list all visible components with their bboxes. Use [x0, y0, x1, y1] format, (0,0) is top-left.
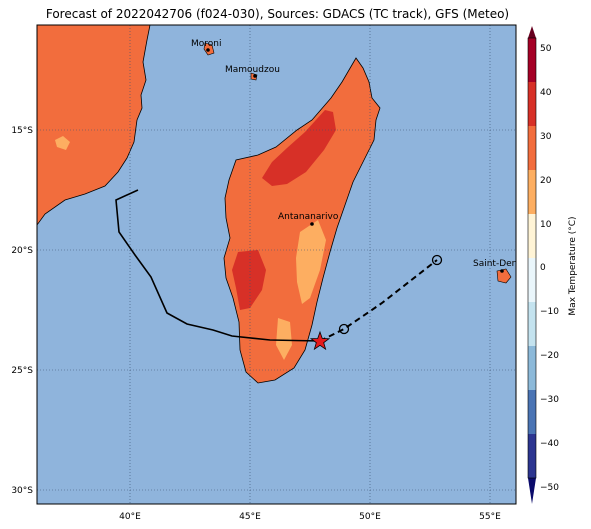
colorbar-top-arrow	[528, 26, 536, 38]
colorbar-tick-label: 50	[540, 44, 552, 54]
colorbar-tick-label: −30	[540, 395, 559, 405]
y-tick-label: 30°S	[11, 486, 33, 496]
colorbar-tick-label: −40	[540, 439, 559, 449]
colorbar-band	[528, 302, 536, 346]
colorbar-tick-label: −50	[540, 483, 559, 493]
madagascar-highlands	[296, 220, 326, 304]
city-marker	[310, 222, 314, 226]
forecast-point	[338, 323, 350, 335]
x-tick-label: 45°E	[239, 512, 261, 522]
madagascar-landmass	[223, 57, 381, 384]
city-label-antananarivo: Antananarivo	[278, 212, 339, 222]
madagascar-hot-zone-west	[232, 250, 266, 310]
colorbar-band	[528, 126, 536, 170]
colorbar-tick-label: 20	[540, 176, 552, 186]
colorbar-axis-label: Max Temperature (°C)	[568, 216, 578, 315]
colorbar-band	[528, 214, 536, 258]
colorbar-band	[528, 434, 536, 478]
city-label-saint-denis: Saint-Denis	[473, 259, 525, 269]
y-tick-label: 25°S	[11, 366, 33, 376]
colorbar-band	[528, 82, 536, 126]
forecast-point	[431, 254, 443, 266]
colorbar-tick-label: −10	[540, 307, 559, 317]
colorbar-tick-label: 0	[540, 263, 546, 273]
colorbar-band	[528, 258, 536, 302]
colorbar-tick-label: 30	[540, 132, 552, 142]
graticule	[37, 25, 516, 504]
x-tick-label: 55°E	[479, 512, 501, 522]
colorbar-tick-label: 40	[540, 88, 552, 98]
madagascar-south-patch	[276, 318, 292, 360]
city-marker	[206, 48, 210, 52]
africa-warm-patch	[55, 136, 70, 150]
y-tick-label: 15°S	[11, 126, 33, 136]
colorbar-bottom-arrow	[528, 478, 536, 504]
colorbar-band	[528, 390, 536, 434]
map-title: Forecast of 2022042706 (f024-030), Sourc…	[45, 7, 510, 21]
reunion-island	[496, 268, 512, 284]
colorbar-tick-label: 10	[540, 220, 552, 230]
x-tick-label: 50°E	[359, 512, 381, 522]
current-position-star	[309, 330, 331, 351]
plot-frame	[36, 24, 517, 505]
colorbar-tick-label: −20	[540, 351, 559, 361]
city-marker	[253, 74, 257, 78]
city-label-mamoudzou: Mamoudzou	[225, 65, 280, 75]
cyclone-forecast-track	[319, 259, 438, 342]
city-label-moroni: Moroni	[191, 39, 222, 49]
colorbar-band	[528, 38, 536, 82]
x-tick-label: 40°E	[119, 512, 141, 522]
cyclone-past-track	[115, 189, 321, 342]
africa-landmass	[37, 25, 151, 226]
colorbar: 50 40 30 20 10 0 −10 −20 −30 −40 −50 Max…	[527, 26, 578, 504]
y-tick-label: 20°S	[11, 246, 33, 256]
colorbar-band	[528, 170, 536, 214]
city-marker	[500, 269, 504, 273]
colorbar-band	[528, 346, 536, 390]
madagascar-hot-zone-north	[262, 110, 336, 186]
